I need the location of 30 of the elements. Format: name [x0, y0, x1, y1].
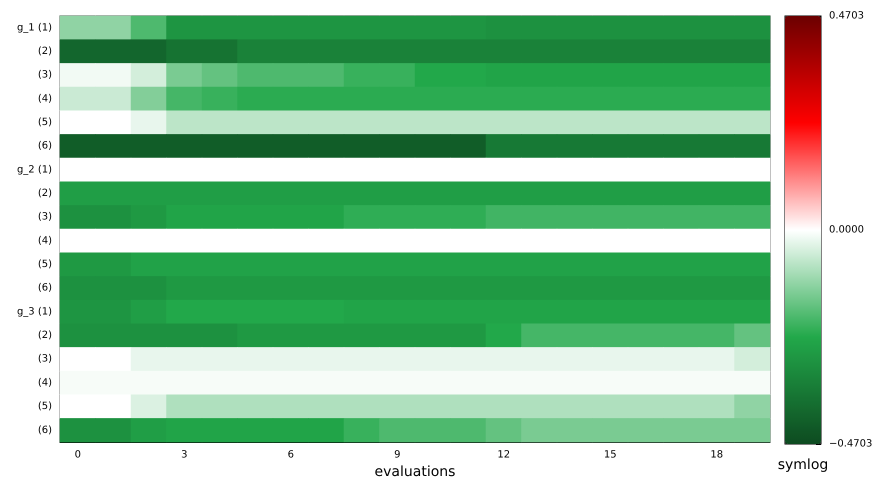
y-tick-label: (4): [38, 235, 52, 246]
y-tick-label: (4): [38, 93, 52, 104]
x-tick-label: 6: [288, 450, 294, 461]
y-tick-label: g_3 (1): [16, 306, 52, 318]
y-tick-label: (3): [38, 212, 52, 223]
y-tick-label: (4): [38, 377, 52, 388]
y-tick-label: (5): [38, 259, 52, 270]
x-tick-label: 15: [604, 450, 617, 461]
y-tick-label: (2): [38, 330, 52, 342]
y-tick-label: (2): [38, 46, 52, 58]
y-tick-label: (2): [38, 188, 52, 200]
x-tick-label: 9: [394, 450, 400, 461]
color-bar-title: symlog: [778, 457, 828, 473]
color-bar-label: 0.4703: [829, 10, 864, 22]
x-axis-title: evaluations: [374, 464, 456, 480]
x-tick-label: 18: [710, 450, 724, 461]
y-tick-label: (6): [38, 282, 52, 294]
color-bar-label: 0.0000: [829, 224, 864, 236]
y-tick-label: (6): [38, 424, 52, 436]
y-tick-label: (5): [38, 117, 52, 128]
y-tick-label: g_2 (1): [16, 164, 52, 176]
x-tick-label: 12: [497, 450, 510, 461]
x-tick-label: 0: [74, 450, 81, 461]
y-tick-label: g_1 (1): [16, 22, 52, 34]
y-tick-label: (3): [38, 354, 52, 365]
y-tick-label: (5): [38, 401, 52, 412]
x-tick-label: 3: [181, 450, 188, 461]
color-bar-label: −0.4703: [829, 438, 872, 450]
y-tick-label: (6): [38, 140, 52, 152]
y-tick-label: (3): [38, 70, 52, 81]
